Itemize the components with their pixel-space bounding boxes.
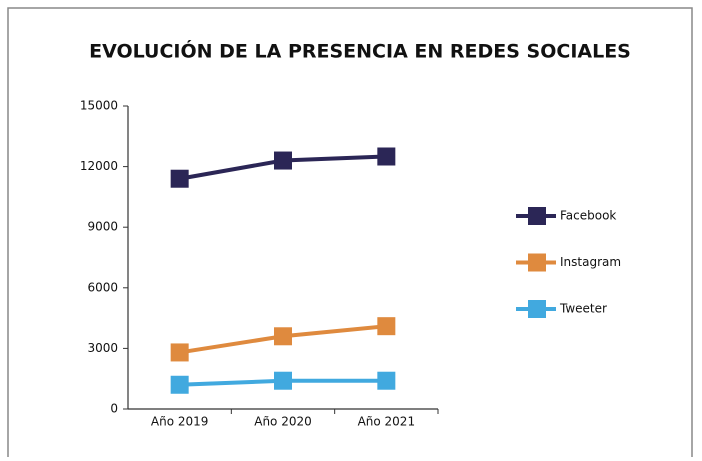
x-tick-label: Año 2019 bbox=[151, 415, 209, 429]
point bbox=[274, 371, 292, 390]
y-tick-label: 9000 bbox=[87, 220, 118, 234]
y-tick-label: 3000 bbox=[87, 341, 118, 355]
point bbox=[170, 343, 189, 362]
y-tick-label: 6000 bbox=[87, 280, 118, 294]
legend-label: Tweeter bbox=[559, 302, 607, 316]
point bbox=[377, 371, 396, 390]
legend-marker bbox=[528, 207, 546, 225]
legend-marker bbox=[528, 253, 546, 272]
point bbox=[377, 317, 396, 336]
legend-marker bbox=[528, 300, 546, 318]
y-tick-label: 0 bbox=[110, 402, 118, 416]
y-tick-label: 12000 bbox=[80, 159, 118, 173]
frame bbox=[7, 7, 693, 461]
y-tick-label: 15000 bbox=[80, 99, 118, 113]
x-tick-label: Año 2020 bbox=[254, 415, 312, 429]
point bbox=[377, 147, 396, 166]
legend-label: Instagram bbox=[560, 255, 621, 269]
chart-title: EVOLUCIÓN DE LA PRESENCIA EN REDES SOCIA… bbox=[89, 39, 631, 63]
point bbox=[170, 375, 189, 394]
point bbox=[274, 327, 292, 346]
point bbox=[274, 151, 292, 170]
point bbox=[170, 169, 189, 188]
legend-label: Facebook bbox=[560, 209, 616, 223]
x-tick-label: Año 2021 bbox=[358, 415, 416, 429]
